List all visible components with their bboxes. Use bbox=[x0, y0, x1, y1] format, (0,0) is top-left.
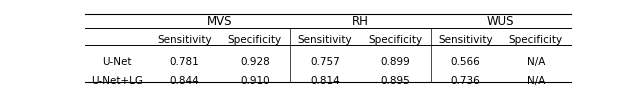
Text: Specificity: Specificity bbox=[228, 35, 282, 45]
Text: 0.566: 0.566 bbox=[451, 57, 481, 67]
Text: 0.736: 0.736 bbox=[451, 76, 481, 86]
Text: N/A: N/A bbox=[527, 57, 545, 67]
Text: Sensitivity: Sensitivity bbox=[438, 35, 493, 45]
Text: 0.781: 0.781 bbox=[170, 57, 200, 67]
Text: N/A: N/A bbox=[527, 76, 545, 86]
Text: 0.910: 0.910 bbox=[240, 76, 269, 86]
Text: RH: RH bbox=[352, 15, 369, 28]
Text: WUS: WUS bbox=[487, 15, 515, 28]
Text: 0.928: 0.928 bbox=[240, 57, 269, 67]
Text: Specificity: Specificity bbox=[509, 35, 563, 45]
Text: U-Net+LG: U-Net+LG bbox=[91, 76, 143, 86]
Text: Sensitivity: Sensitivity bbox=[157, 35, 212, 45]
Text: 0.895: 0.895 bbox=[381, 76, 410, 86]
Text: 0.899: 0.899 bbox=[381, 57, 410, 67]
Text: Specificity: Specificity bbox=[368, 35, 422, 45]
Text: U-Net: U-Net bbox=[102, 57, 132, 67]
Text: 0.814: 0.814 bbox=[310, 76, 340, 86]
Text: MVS: MVS bbox=[207, 15, 232, 28]
Text: Sensitivity: Sensitivity bbox=[298, 35, 353, 45]
Text: 0.844: 0.844 bbox=[170, 76, 200, 86]
Text: 0.757: 0.757 bbox=[310, 57, 340, 67]
